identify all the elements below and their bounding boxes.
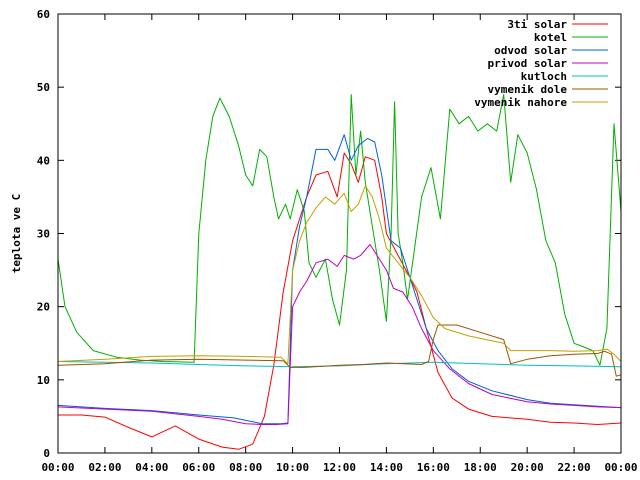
y-tick-label: 40	[37, 154, 50, 167]
legend-label: vymenik nahore	[474, 96, 567, 109]
x-tick-label: 22:00	[558, 461, 591, 474]
x-tick-label: 02:00	[88, 461, 121, 474]
x-tick-label: 00:00	[41, 461, 74, 474]
legend-label: privod solar	[488, 57, 568, 70]
legend-label: kotel	[534, 31, 567, 44]
series-line-kotel	[57, 94, 622, 366]
legend-label: kutloch	[521, 70, 567, 83]
x-tick-label: 10:00	[276, 461, 309, 474]
y-tick-label: 60	[37, 8, 50, 21]
y-tick-labels: 0 10 20 30 40 50 60	[37, 8, 50, 460]
axis-ticks	[57, 13, 622, 454]
y-tick-label: 10	[37, 374, 50, 387]
x-tick-label: 16:00	[417, 461, 450, 474]
x-tick-label: 04:00	[135, 461, 168, 474]
series-line-3ti-solar	[58, 152, 622, 450]
x-tick-label: 12:00	[323, 461, 356, 474]
plot-border	[57, 13, 622, 454]
legend-label: 3ti solar	[507, 18, 567, 31]
y-tick-label: 30	[37, 228, 50, 241]
x-tick-label: 20:00	[511, 461, 544, 474]
y-tick-label: 20	[37, 301, 50, 314]
x-tick-label: 08:00	[229, 461, 262, 474]
y-axis-label: teplota ve C	[10, 194, 23, 273]
legend-label: vymenik dole	[488, 83, 568, 96]
x-tick-label: 14:00	[370, 461, 403, 474]
x-tick-labels: 00:00 02:00 04:00 06:00 08:00 10:00 12:00 14:00…	[41, 461, 637, 474]
series-lines	[57, 94, 622, 450]
x-tick-label: 00:00	[604, 461, 637, 474]
series-line-privod-solar	[57, 244, 622, 425]
x-tick-label: 06:00	[182, 461, 215, 474]
legend-label: odvod solar	[494, 44, 567, 57]
y-tick-label: 50	[37, 81, 50, 94]
series-line-vymenik-dole	[57, 324, 622, 377]
x-tick-label: 18:00	[464, 461, 497, 474]
y-tick-label: 0	[43, 447, 50, 460]
series-line-odvod-solar	[57, 134, 622, 425]
series-line-vymenik-nahore	[57, 185, 622, 365]
